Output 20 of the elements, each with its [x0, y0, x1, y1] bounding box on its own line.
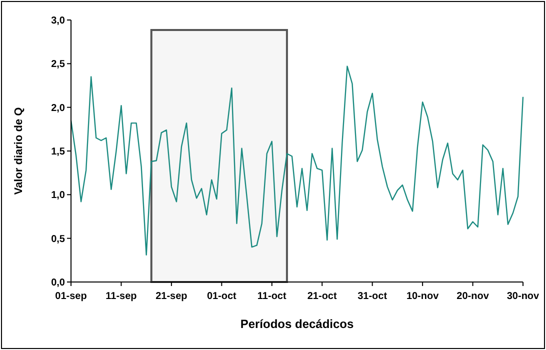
x-tick-label: 20-nov	[456, 291, 490, 302]
x-tick-label: 31-oct	[358, 291, 388, 302]
x-tick-label: 21-oct	[307, 291, 338, 302]
y-tick-label: 1,5	[51, 146, 66, 158]
x-tick-label: 21-sep	[156, 291, 188, 302]
y-tick-label: 3,0	[51, 16, 66, 26]
y-tick-label: 2,5	[51, 59, 66, 70]
y-tick-label: 0,5	[51, 234, 66, 245]
y-tick-label: 0,0	[51, 278, 66, 288]
x-axis-title: Períodos decádicos	[240, 317, 354, 331]
x-tick-label: 01-sep	[55, 291, 87, 302]
x-tick-label: 01-oct	[206, 291, 238, 302]
x-tick-label: 10-nov	[406, 291, 440, 302]
x-tick-label: 11-oct	[257, 291, 288, 302]
x-tick-label: 11-sep	[106, 291, 137, 302]
x-tick-label: 30-nov	[506, 291, 540, 302]
line-series	[70, 66, 524, 256]
y-tick-label: 2,0	[51, 102, 66, 114]
y-tick-label: 1,0	[51, 190, 66, 202]
y-axis-title: Valor diario de Q	[13, 106, 25, 195]
